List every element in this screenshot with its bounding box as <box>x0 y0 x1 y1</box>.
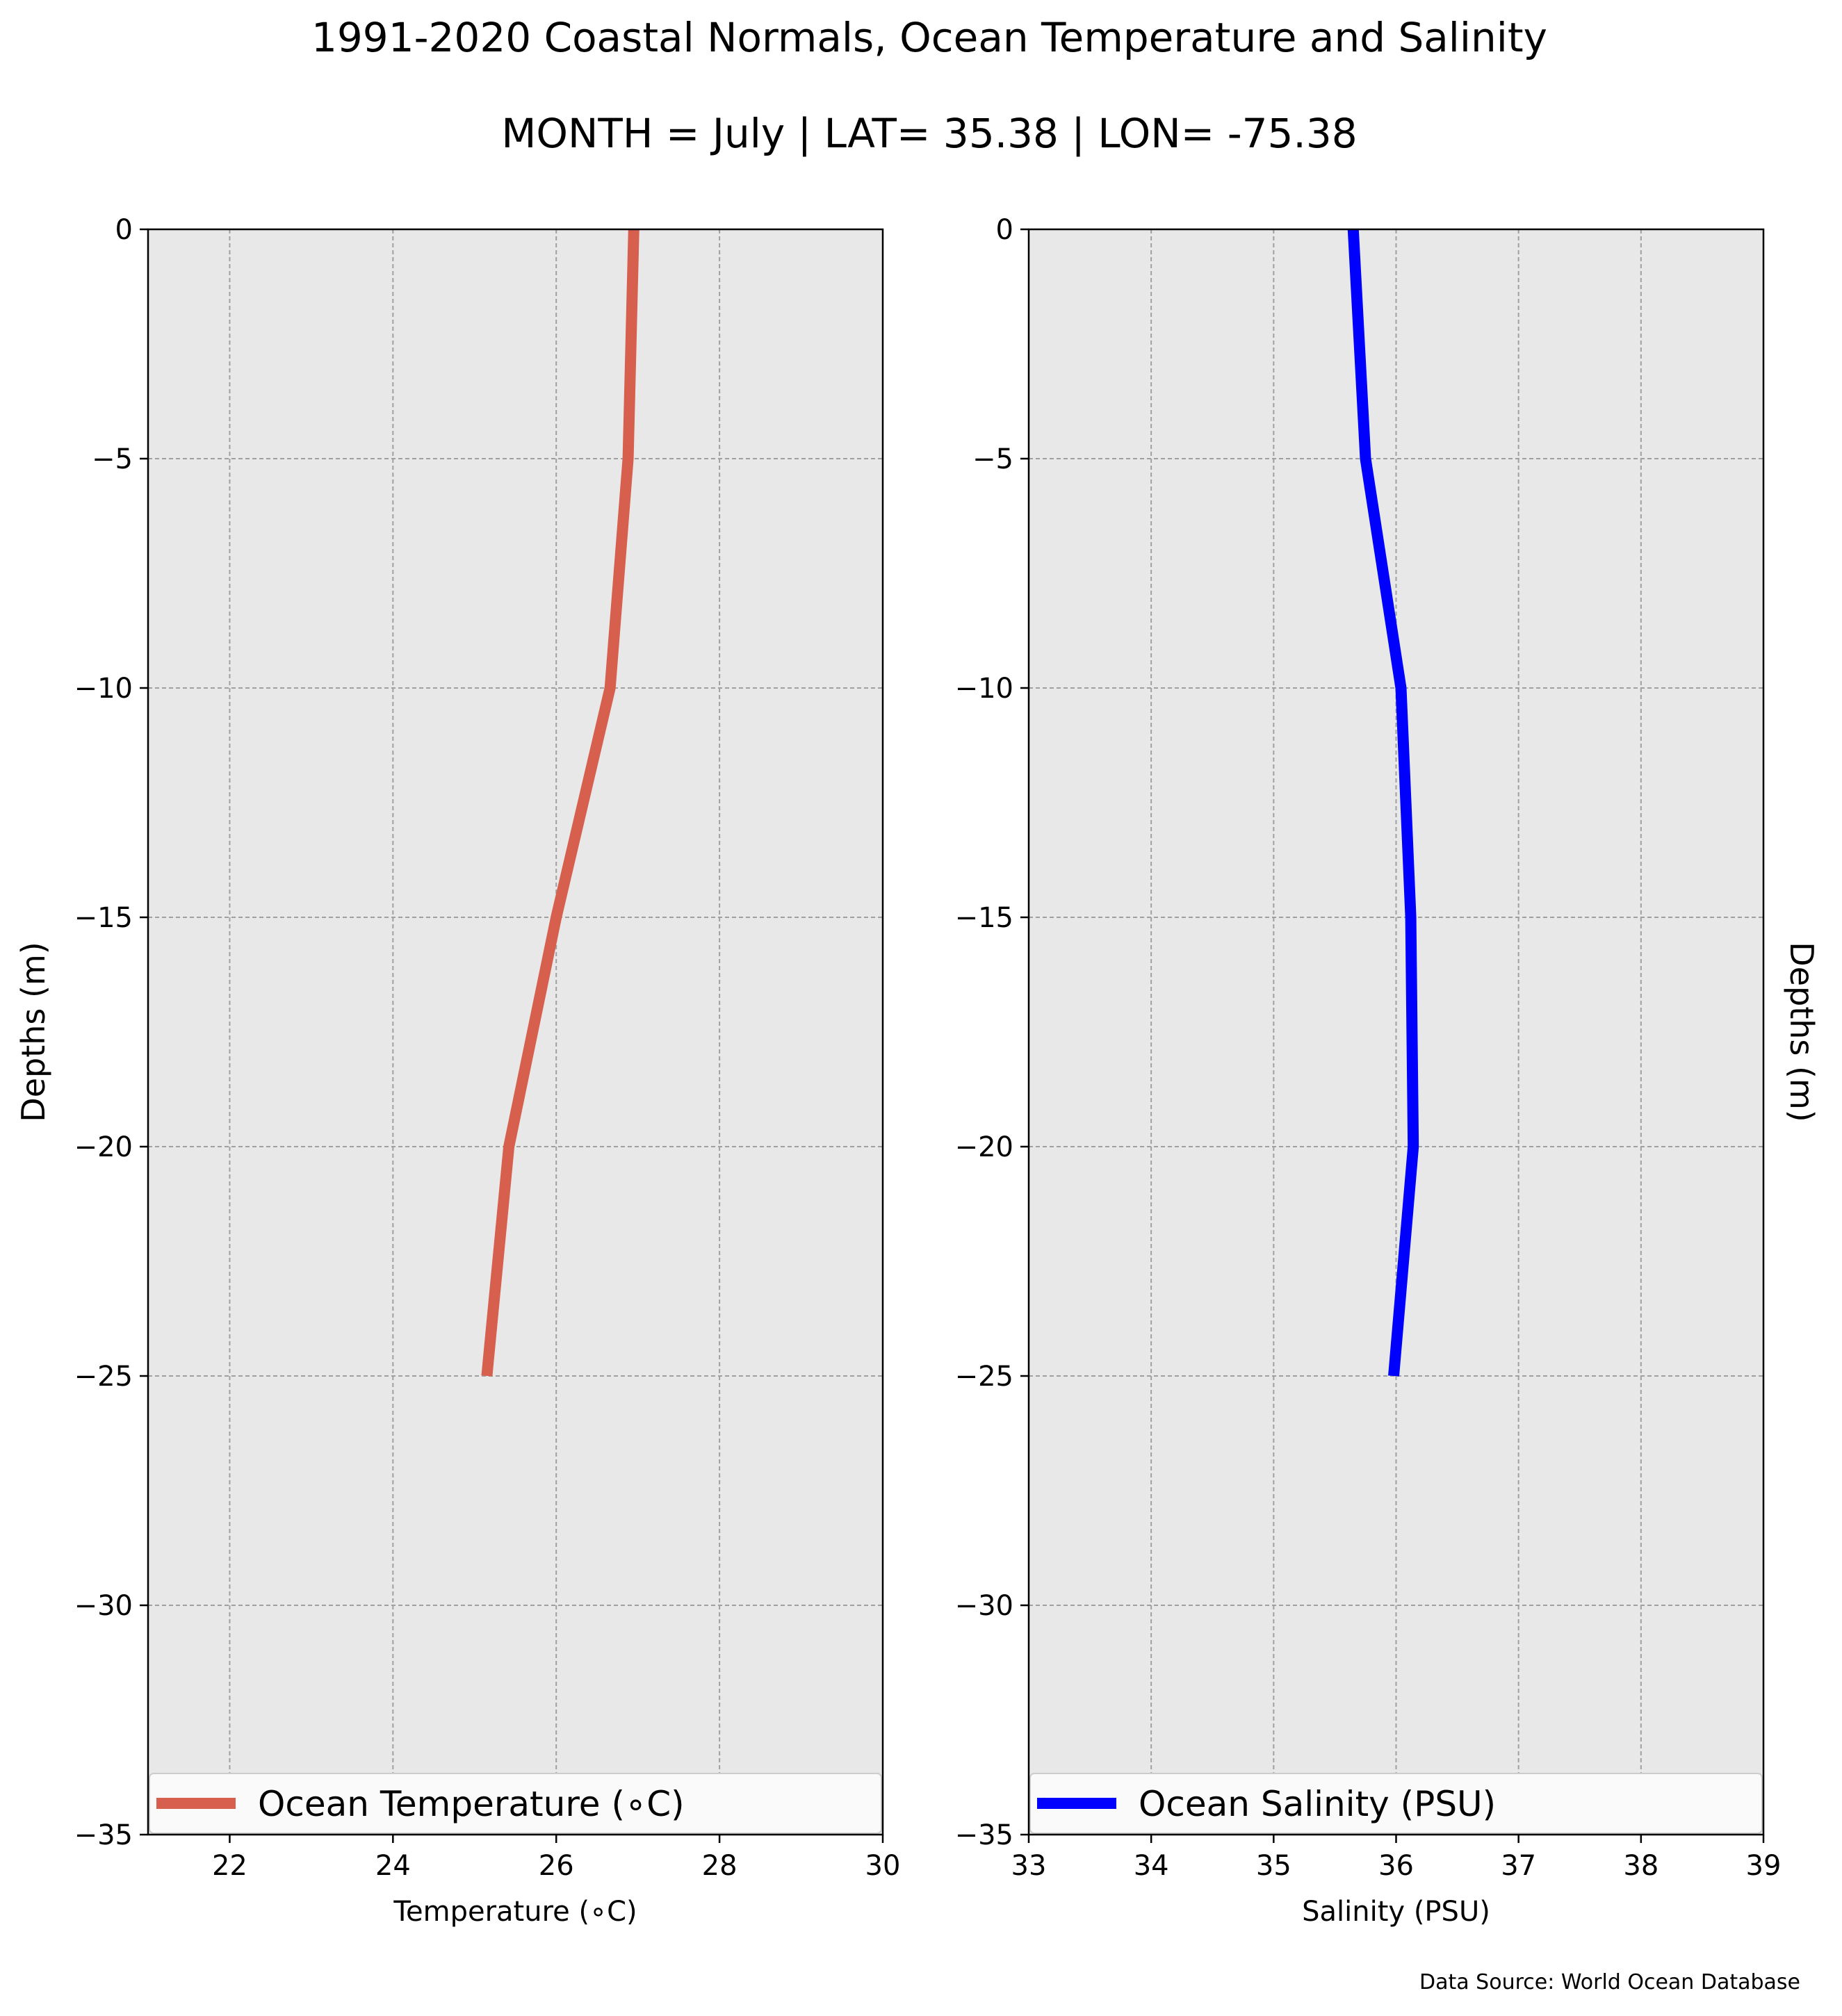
series-line-temperature <box>481 229 639 1377</box>
y-tick-label: −15 <box>74 902 133 934</box>
y-tick-label: −20 <box>74 1131 133 1163</box>
x-tick-label: 39 <box>1746 1850 1782 1882</box>
x-tick-label: 35 <box>1256 1850 1291 1882</box>
x-tick-label: 22 <box>212 1850 247 1882</box>
x-tick-label: 38 <box>1623 1850 1658 1882</box>
legend-entry: Ocean Salinity (PSU) <box>1139 1784 1496 1824</box>
data-source-note: Data Source: World Ocean Database <box>1419 1970 1800 1994</box>
x-axis-label: Temperature (∘C) <box>393 1896 637 1928</box>
y-tick-label: −25 <box>74 1361 133 1393</box>
x-tick-label: 26 <box>539 1850 574 1882</box>
y-tick-label: −5 <box>92 443 133 475</box>
x-tick-label: 30 <box>865 1850 901 1882</box>
legend-entry: Ocean Temperature (∘C) <box>258 1784 685 1824</box>
panel-temperature: Ocean Temperature (∘C) 22 24 26 28 30 0 −5 −10 −1… <box>15 214 900 1928</box>
y-tick-label: −10 <box>955 673 1013 705</box>
x-tick-label: 36 <box>1378 1850 1414 1882</box>
chart-subtitle: MONTH = July | LAT= 35.38 | LON= -75.38 <box>501 110 1357 157</box>
y-tick-label: −15 <box>955 902 1013 934</box>
series-line-salinity <box>1347 229 1419 1377</box>
y-tick-label: −5 <box>972 443 1013 475</box>
y-axis-label: Depths (m) <box>15 942 52 1122</box>
plot-area <box>148 229 883 1835</box>
y-tick-label: −35 <box>955 1819 1013 1851</box>
x-tick-label: 37 <box>1501 1850 1536 1882</box>
y-tick-label: −30 <box>955 1590 1013 1622</box>
legend-box <box>149 1773 882 1834</box>
x-tick-label: 34 <box>1134 1850 1169 1882</box>
x-tick-label: 24 <box>375 1850 411 1882</box>
chart-title: 1991-2020 Coastal Normals, Ocean Tempera… <box>311 14 1547 61</box>
y-tick-label: −25 <box>955 1361 1013 1393</box>
y-tick-label: −10 <box>74 673 133 705</box>
y-tick-label: −35 <box>74 1819 133 1851</box>
y-tick-label: −20 <box>955 1131 1013 1163</box>
x-tick-label: 28 <box>702 1850 737 1882</box>
x-axis-label: Salinity (PSU) <box>1302 1896 1490 1928</box>
y-tick-label: 0 <box>996 214 1013 246</box>
x-tick-label: 33 <box>1011 1850 1047 1882</box>
axes-frame <box>147 228 884 1836</box>
y-tick-label: −30 <box>74 1590 133 1622</box>
panel-salinity: Ocean Salinity (PSU) 33 34 35 36 37 38 39 0 −5 −10… <box>955 214 1820 1928</box>
legend-box <box>1029 1773 1763 1834</box>
y-axis-label: Depths (m) <box>1783 942 1820 1122</box>
y-tick-label: 0 <box>115 214 133 246</box>
